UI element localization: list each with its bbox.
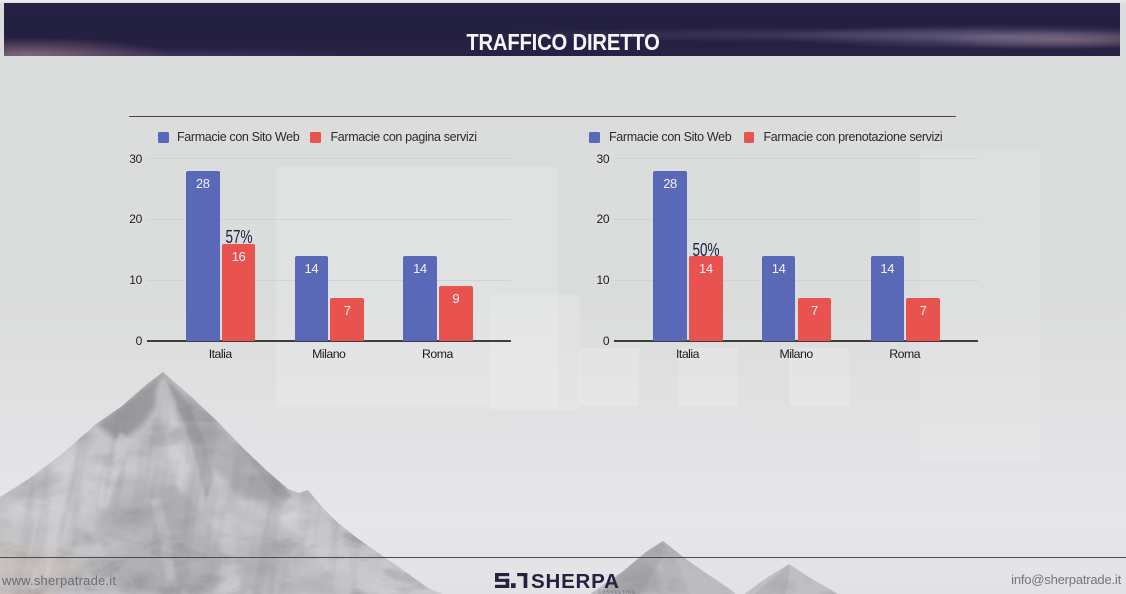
svg-text:SHERPA: SHERPA [531,572,620,593]
svg-text:CONSULTING: CONSULTING [598,590,636,594]
